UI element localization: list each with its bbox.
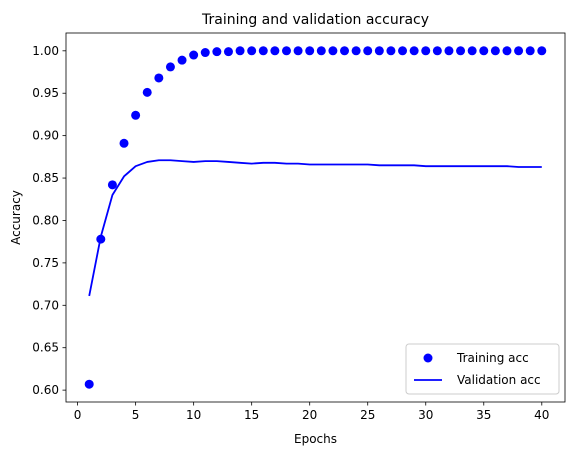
training-acc-point — [514, 46, 524, 56]
x-tick-label: 20 — [302, 408, 317, 422]
y-tick-label: 0.60 — [32, 383, 59, 397]
x-tick-label: 5 — [132, 408, 140, 422]
legend: Training acc Validation acc — [405, 343, 560, 395]
x-tick-label: 30 — [418, 408, 433, 422]
training-acc-point — [154, 73, 164, 83]
x-tick-label: 10 — [186, 408, 201, 422]
training-acc-point — [258, 46, 268, 56]
training-acc-point — [177, 55, 187, 65]
legend-training-marker — [423, 353, 433, 363]
y-tick-label: 0.95 — [32, 86, 59, 100]
training-acc-point — [467, 46, 477, 56]
training-acc-point — [421, 46, 431, 56]
training-acc-point — [444, 46, 454, 56]
training-acc-point — [409, 46, 419, 56]
y-tick-label: 0.75 — [32, 256, 59, 270]
legend-training-label: Training acc — [456, 351, 529, 365]
training-acc-point — [479, 46, 489, 56]
training-acc-point — [386, 46, 396, 56]
training-acc-point — [247, 46, 257, 56]
plot-frame — [65, 32, 566, 403]
training-acc-point — [235, 46, 245, 56]
training-acc-point — [456, 46, 466, 56]
x-tick-label: 0 — [74, 408, 82, 422]
training-acc-point — [189, 50, 199, 60]
training-acc-point — [131, 110, 141, 120]
training-acc-point — [374, 46, 384, 56]
training-acc-point — [142, 87, 152, 97]
training-acc-point — [537, 46, 547, 56]
y-tick-label: 0.90 — [32, 129, 59, 143]
training-acc-point — [490, 46, 500, 56]
training-acc-point — [270, 46, 280, 56]
x-tick-label: 25 — [360, 408, 375, 422]
x-tick-label: 15 — [244, 408, 259, 422]
training-acc-point — [502, 46, 512, 56]
training-acc-point — [281, 46, 291, 56]
training-acc-point — [525, 46, 535, 56]
training-acc-point — [200, 48, 210, 58]
legend-frame — [405, 343, 560, 395]
y-tick-label: 0.80 — [32, 213, 59, 227]
ticks-layer: 0 5 10 15 20 25 30 35 40 0.60 0.65 0.70 0.75 0.80 0.85… — [32, 44, 549, 422]
y-tick-label: 0.65 — [32, 341, 59, 355]
series-layer — [84, 46, 547, 389]
x-tick-label: 40 — [534, 408, 549, 422]
x-tick-label: 35 — [476, 408, 491, 422]
chart-title: Training and validation accuracy — [201, 12, 429, 28]
training-acc-point — [293, 46, 303, 56]
training-acc-point — [328, 46, 338, 56]
validation-acc-line — [88, 159, 542, 297]
training-acc-point — [398, 46, 408, 56]
y-tick-label: 0.85 — [32, 171, 59, 185]
training-acc-point — [119, 138, 129, 148]
y-tick-label: 1.00 — [32, 44, 59, 58]
training-acc-point — [165, 62, 175, 72]
x-axis-label: Epochs — [294, 432, 337, 446]
training-acc-point — [223, 47, 233, 57]
training-acc-point — [363, 46, 373, 56]
training-acc-point — [432, 46, 442, 56]
training-acc-point — [351, 46, 361, 56]
training-acc-point — [316, 46, 326, 56]
legend-validation-label: Validation acc — [457, 373, 541, 387]
training-acc-point — [107, 180, 117, 190]
training-acc-point — [305, 46, 315, 56]
y-axis-label: Accuracy — [9, 190, 23, 245]
training-acc-point — [212, 47, 222, 57]
y-tick-label: 0.70 — [32, 298, 59, 312]
training-acc-point — [340, 46, 350, 56]
training-acc-point — [84, 379, 94, 389]
